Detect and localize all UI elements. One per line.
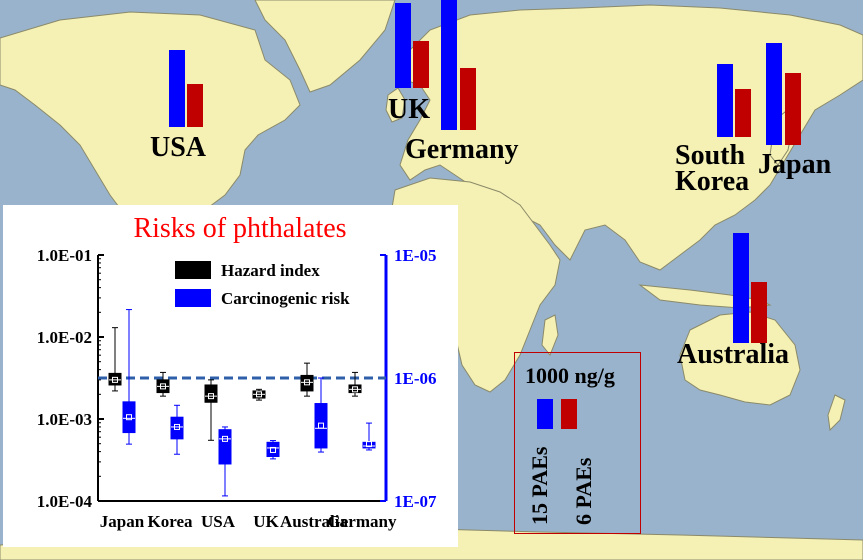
legend-label: Carcinogenic risk xyxy=(221,289,350,308)
x-tick-label: Korea xyxy=(147,512,193,531)
usa-label: USA xyxy=(150,132,207,163)
australia-label: Australia xyxy=(677,339,789,370)
legend-swatch xyxy=(175,261,211,279)
box xyxy=(266,441,280,458)
bar-legend-15paes-swatch xyxy=(537,399,553,429)
box-mean xyxy=(160,383,166,390)
box-mean xyxy=(318,422,324,429)
box-mean xyxy=(208,393,214,400)
box-mean xyxy=(256,391,262,398)
box xyxy=(170,416,184,440)
risk-chart-panel: Risks of phthalates 1.0E-01 1.0E-02 1.0E-0… xyxy=(3,205,458,547)
box xyxy=(300,374,314,392)
box-mean xyxy=(126,414,132,421)
box-mean xyxy=(270,446,276,453)
germany-label: Germany xyxy=(405,134,519,165)
x-tick-label: Germany xyxy=(328,512,397,531)
x-tick-label: UK xyxy=(253,512,279,531)
right-tick-label: 1E-05 xyxy=(394,246,437,265)
x-tick-label: USA xyxy=(201,512,236,531)
new-zealand-shape xyxy=(827,394,846,432)
bar-legend-15paes-label: 15 PAEs xyxy=(527,446,552,525)
box-mean xyxy=(352,386,358,393)
box-mean xyxy=(222,435,228,442)
left-tick-label: 1.0E-01 xyxy=(37,246,92,265)
madagascar-shape xyxy=(541,314,559,356)
legend-swatch xyxy=(175,289,211,307)
usa-bar-6paes xyxy=(187,84,203,127)
germany-bar-15paes xyxy=(441,0,457,130)
x-tick-label: Australia xyxy=(280,512,349,531)
bar-legend-6paes-swatch xyxy=(561,399,577,429)
chart-title: Risks of phthalates xyxy=(133,213,346,244)
uk-label: UK xyxy=(388,94,430,125)
uk-bar-6paes xyxy=(413,41,429,88)
right-tick-label: 1E-07 xyxy=(394,492,437,511)
box xyxy=(122,401,136,434)
risk-chart: Risks of phthalates 1.0E-01 1.0E-02 1.0E-0… xyxy=(37,213,437,531)
korea-bar-6paes xyxy=(735,89,751,137)
japan-bar-6paes xyxy=(785,73,801,145)
box-mean xyxy=(304,379,310,386)
bar-legend-box: 1000 ng/g 15 PAEs 6 PAEs xyxy=(514,352,641,534)
bar-legend-6paes-label: 6 PAEs xyxy=(571,457,596,525)
uk-shape xyxy=(385,87,406,123)
korea-bar-15paes xyxy=(717,64,733,137)
greenland-shape xyxy=(254,0,396,93)
box xyxy=(362,441,376,449)
box-mean xyxy=(112,376,118,383)
left-tick-label: 1.0E-04 xyxy=(37,492,93,511)
box xyxy=(218,429,232,465)
box-mean xyxy=(366,441,372,448)
japan-bar-15paes xyxy=(766,43,782,145)
box xyxy=(314,403,328,449)
box xyxy=(108,372,122,386)
box-mean xyxy=(174,423,180,430)
left-tick-label: 1.0E-02 xyxy=(37,328,92,347)
uk-bar-15paes xyxy=(395,3,411,88)
left-tick-label: 1.0E-03 xyxy=(37,410,92,429)
bar-legend-scale: 1000 ng/g xyxy=(525,363,615,388)
australia-bar-15paes xyxy=(733,233,749,343)
korea-label: South Korea xyxy=(675,140,750,197)
japan-label: Japan xyxy=(758,149,832,180)
australia-bar-6paes xyxy=(751,282,767,343)
usa-bar-15paes xyxy=(169,50,185,127)
germany-bar-6paes xyxy=(460,68,476,130)
x-tick-label: Japan xyxy=(100,512,145,531)
right-tick-label: 1E-06 xyxy=(394,369,437,388)
legend-label: Hazard index xyxy=(221,261,320,280)
box xyxy=(348,384,362,394)
